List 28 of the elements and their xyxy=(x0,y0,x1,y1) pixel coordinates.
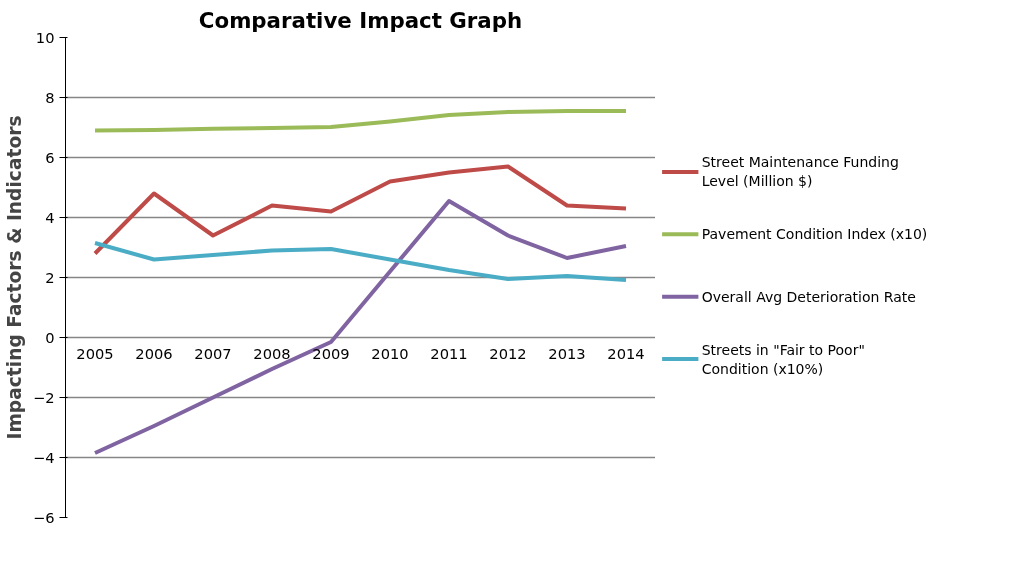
y-tick-label: 8 xyxy=(45,88,55,106)
x-tick-label: 2008 xyxy=(253,344,291,362)
chart-title: Comparative Impact Graph xyxy=(198,7,523,33)
y-tick-label: 6 xyxy=(45,148,55,166)
x-tick-label: 2011 xyxy=(430,344,468,362)
y-tick-label: 0 xyxy=(45,328,55,346)
x-tick-label: 2009 xyxy=(312,344,350,362)
x-tick-label: 2013 xyxy=(548,344,586,362)
legend-label: Pavement Condition Index (x10) xyxy=(701,226,928,243)
legend-label: Street Maintenance Funding Level (Million $) xyxy=(701,154,899,190)
x-tick-label: 2006 xyxy=(135,344,173,362)
legend-label: Overall Avg Deterioration Rate xyxy=(701,288,916,305)
legend-label: Streets in "Fair to Poor" Condition (x10%) xyxy=(701,341,865,377)
x-tick-label: 2012 xyxy=(489,344,527,362)
x-tick-label: 2007 xyxy=(194,344,232,362)
y-tick-label: 2 xyxy=(45,268,55,286)
y-tick-label: 4 xyxy=(45,208,55,226)
x-tick-label: 2010 xyxy=(371,344,409,362)
y-tick-label: −4 xyxy=(32,448,55,466)
y-axis-title: Impacting Factors & Indicators xyxy=(3,115,25,440)
y-tick-label: −6 xyxy=(32,508,55,526)
y-tick-label: −2 xyxy=(32,388,55,406)
x-tick-label: 2005 xyxy=(76,344,114,362)
y-tick-label: 10 xyxy=(35,28,55,46)
line-series xyxy=(93,241,628,282)
line-series xyxy=(93,109,628,133)
line-series xyxy=(93,164,628,256)
x-tick-label: 2014 xyxy=(607,344,645,362)
